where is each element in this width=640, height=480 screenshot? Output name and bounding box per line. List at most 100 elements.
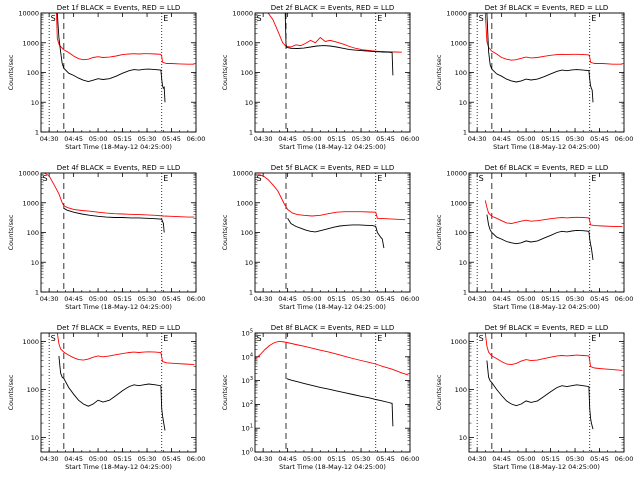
x-tick-label: 05:45	[162, 135, 181, 143]
x-tick-label: 04:30	[254, 295, 273, 303]
x-tick-label: 05:30	[138, 455, 157, 463]
plot-frame	[254, 12, 411, 133]
x-tick-label: 05:45	[590, 135, 609, 143]
start-marker: S	[479, 14, 484, 23]
series-line-lld	[44, 173, 195, 218]
y-tick-label: 100	[241, 229, 253, 237]
x-tick-label: 05:30	[352, 295, 371, 303]
series-line-lld	[258, 173, 406, 221]
y-tick-label: 100	[27, 229, 39, 237]
x-tick-label: 04:45	[278, 455, 297, 463]
x-tick-label: 04:30	[40, 295, 59, 303]
panel-title: Det 7f BLACK = Events, RED = LLD	[57, 324, 180, 332]
plot-frame	[254, 172, 411, 293]
start-marker: S	[257, 334, 262, 343]
y-tick-label: 100	[27, 69, 39, 77]
x-tick-label: 05:00	[303, 455, 322, 463]
x-tick-label: 05:15	[327, 455, 346, 463]
x-tick-label: 05:15	[113, 135, 132, 143]
x-tick-label: 05:45	[376, 295, 395, 303]
y-tick-label: 10000	[446, 170, 467, 178]
panel-3: Det 3f BLACK = Events, RED = LLD 04:30 04:…	[435, 4, 633, 151]
x-tick-label: 05:15	[113, 295, 132, 303]
x-axis-label: Start Time (18-May-12 04:25:00)	[493, 143, 600, 151]
series-line-lld	[56, 333, 195, 366]
plot-frame	[468, 332, 625, 453]
panel-4: Det 4f BLACK = Events, RED = LLD 04:30 04:…	[7, 164, 205, 311]
x-tick-label: 06:00	[615, 135, 634, 143]
x-axis-label: Start Time (18-May-12 04:25:00)	[493, 463, 600, 471]
y-tick-label: 1	[249, 289, 253, 297]
x-tick-label: 05:15	[327, 135, 346, 143]
y-tick-label: 10	[31, 434, 39, 442]
x-tick-label: 05:45	[376, 455, 395, 463]
start-marker: S	[257, 14, 262, 23]
end-marker: E	[591, 14, 596, 23]
y-tick-label: 10000	[18, 170, 39, 178]
series-line-lld	[267, 13, 402, 53]
series-line-events	[58, 355, 166, 431]
y-tick-label: 1	[463, 289, 467, 297]
panel-5: Det 5f BLACK = Events, RED = LLD 04:30 04:…	[221, 164, 419, 311]
y-tick-label: 1000	[236, 39, 253, 47]
x-tick-label: 05:30	[566, 135, 585, 143]
y-tick-label: 1000	[450, 199, 467, 207]
y-tick-label: 10000	[446, 10, 467, 18]
end-marker: E	[163, 14, 168, 23]
plot-frame	[40, 12, 197, 133]
y-tick-label: 1000	[450, 338, 467, 346]
x-tick-label: 05:30	[138, 295, 157, 303]
x-axis-label: Start Time (18-May-12 04:25:00)	[493, 303, 600, 311]
end-marker: E	[163, 174, 168, 183]
series-line-events	[486, 360, 594, 430]
y-tick-label: 100	[455, 69, 467, 77]
x-tick-label: 05:00	[89, 455, 108, 463]
series-line-events	[63, 207, 165, 233]
plot-frame	[40, 332, 197, 453]
x-tick-label: 05:45	[162, 455, 181, 463]
series-line-lld	[484, 13, 623, 65]
y-tick-label: 10	[31, 259, 39, 267]
series-line-events	[486, 13, 594, 103]
x-tick-label: 04:45	[492, 455, 511, 463]
x-tick-label: 06:00	[401, 455, 420, 463]
y-axis-label: Counts/sec	[221, 374, 229, 410]
panel-title: Det 1f BLACK = Events, RED = LLD	[57, 4, 180, 12]
x-tick-label: 05:15	[541, 295, 560, 303]
panel-title: Det 9f BLACK = Events, RED = LLD	[485, 324, 608, 332]
x-tick-label: 06:00	[187, 295, 206, 303]
y-tick-label: 10	[459, 259, 467, 267]
x-tick-label: 05:00	[517, 295, 536, 303]
start-marker: S	[51, 334, 56, 343]
y-axis-label: Counts/sec	[7, 214, 15, 250]
series-line-events	[486, 214, 594, 260]
y-tick-label: 1	[463, 129, 467, 137]
panel-1: Det 1f BLACK = Events, RED = LLD 04:30 04:…	[7, 4, 205, 151]
x-axis-label: Start Time (18-May-12 04:25:00)	[65, 143, 172, 151]
end-marker: E	[377, 174, 382, 183]
x-tick-label: 04:45	[492, 295, 511, 303]
panel-title: Det 3f BLACK = Events, RED = LLD	[485, 4, 608, 12]
x-tick-label: 05:15	[113, 455, 132, 463]
y-axis-label: Counts/sec	[435, 214, 443, 250]
x-tick-label: 06:00	[401, 135, 420, 143]
x-tick-label: 05:30	[566, 295, 585, 303]
panel-8: Det 8f BLACK = Events, RED = LLD 04:30 04:…	[221, 324, 419, 471]
x-tick-label: 05:00	[89, 295, 108, 303]
series-line-lld	[56, 13, 195, 65]
x-tick-label: 04:30	[254, 455, 273, 463]
x-axis-label: Start Time (18-May-12 04:25:00)	[279, 463, 386, 471]
panel-title: Det 5f BLACK = Events, RED = LLD	[271, 164, 394, 172]
x-axis-label: Start Time (18-May-12 04:25:00)	[279, 143, 386, 151]
end-marker: E	[377, 14, 382, 23]
x-tick-label: 05:45	[162, 295, 181, 303]
y-tick-label: 100	[455, 229, 467, 237]
x-tick-label: 05:15	[541, 135, 560, 143]
plot-frame	[254, 332, 411, 453]
x-tick-label: 05:00	[517, 135, 536, 143]
x-tick-label: 05:30	[138, 135, 157, 143]
x-tick-label: 04:45	[64, 135, 83, 143]
x-tick-label: 06:00	[615, 295, 634, 303]
